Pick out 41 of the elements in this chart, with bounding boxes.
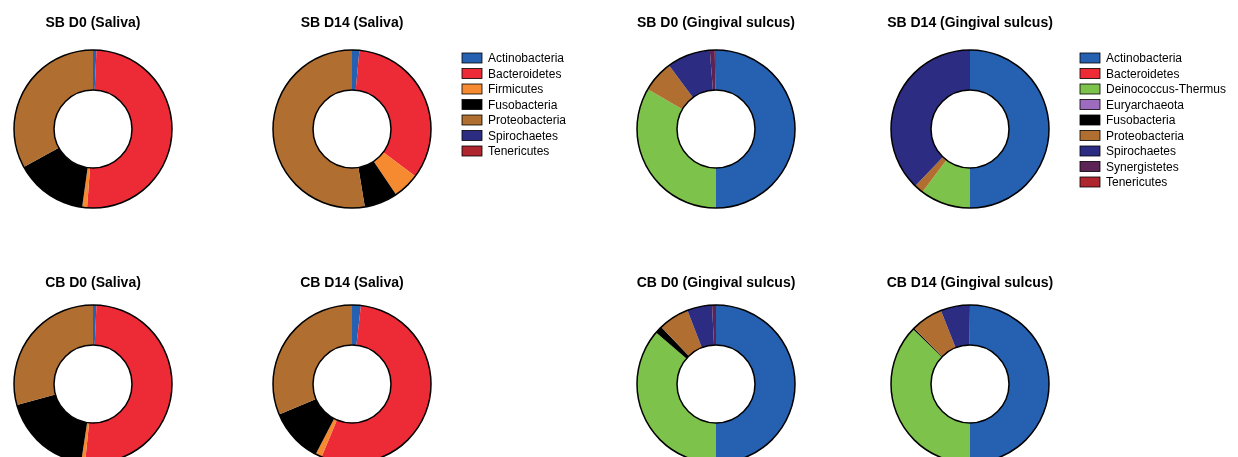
- legend-label: Tenericutes: [488, 144, 550, 158]
- chart-title: CB D14 (Saliva): [300, 274, 404, 290]
- chart-title: CB D0 (Saliva): [45, 274, 141, 290]
- donut-slice: [352, 50, 360, 91]
- donut-slice: [716, 50, 795, 208]
- donut-slice: [970, 50, 1049, 208]
- donut-slice: [922, 160, 970, 208]
- donut-slice: [915, 157, 947, 193]
- legend-label: Synergistetes: [1106, 159, 1179, 174]
- donut-slice: [373, 152, 416, 195]
- legend-label: Actinobacteria: [488, 51, 565, 65]
- legend-label: Euryarchaeota: [1106, 97, 1185, 112]
- donut-slice: [93, 50, 97, 91]
- chart-title: SB D14 (Saliva): [300, 14, 404, 30]
- donut-slice: [669, 50, 713, 98]
- donut-slice: [14, 50, 93, 168]
- chart-title: CB D14 (Gingival sulcus): [886, 274, 1054, 290]
- donut-slice: [647, 65, 693, 110]
- donut-slice: [273, 50, 365, 208]
- legend-label: Spirochaetes: [488, 128, 559, 143]
- legend-label: Tenericutes: [1106, 175, 1168, 189]
- legend-label: Fusobacteria: [488, 97, 558, 112]
- donut-slice: [891, 50, 970, 186]
- legend-label: Bacteroidetes: [488, 66, 562, 81]
- legend-label: Actinobacteria: [1106, 51, 1183, 65]
- legend-label: Firmicutes: [488, 82, 544, 96]
- legend-label: Spirochaetes: [1106, 144, 1177, 158]
- chart-title: SB D0 (Saliva): [45, 14, 141, 30]
- chart-title: CB D0 (Gingival sulcus): [636, 274, 796, 290]
- legend-label: Proteobacteria: [1106, 128, 1185, 143]
- donut-slice: [87, 50, 172, 208]
- chart-title: SB D0 (Gingival sulcus): [637, 14, 795, 30]
- donut-slice: [637, 89, 716, 208]
- legend-label: Deinococcus-Thermus: [1106, 82, 1227, 96]
- donut-slice: [709, 50, 716, 91]
- donut-slice: [355, 50, 431, 177]
- donut-slice: [82, 167, 91, 208]
- legend-label: Fusobacteria: [1106, 113, 1176, 127]
- legend-label: Bacteroidetes: [1106, 66, 1180, 81]
- chart-title: SB D14 (Gingival sulcus): [887, 14, 1053, 30]
- legend-label: Proteobacteria: [488, 113, 567, 127]
